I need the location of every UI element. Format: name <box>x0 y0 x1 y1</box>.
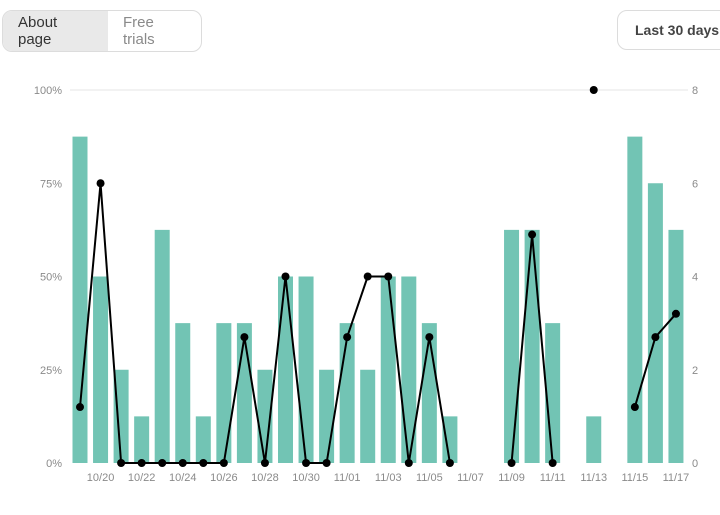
line-point-10-19 <box>76 403 84 412</box>
line-point-11-13 <box>589 86 598 94</box>
bar-10-25 <box>195 416 211 463</box>
bar-11-03 <box>380 276 396 463</box>
x-axis: 10/20 10/22 10/24 10/26 10/28 10/30 11/01 11/03… <box>87 472 690 484</box>
bar-11-15 <box>627 136 643 463</box>
y-right-tick-label: 8 <box>692 85 698 97</box>
date-range-button[interactable]: Last 30 days <box>617 10 720 50</box>
x-tick-label: 10/30 <box>292 472 320 484</box>
line-point-10-26 <box>219 459 228 467</box>
x-tick-label: 11/09 <box>498 472 525 484</box>
bar-series <box>72 136 684 463</box>
line-point-11-04 <box>404 459 413 467</box>
line-point-11-05 <box>425 333 434 342</box>
x-tick-label: 10/24 <box>169 472 197 484</box>
x-tick-label: 10/22 <box>128 472 156 484</box>
x-tick-label: 11/17 <box>663 472 690 484</box>
line-point-10-31 <box>322 459 331 467</box>
x-tick-label: 11/13 <box>580 472 607 484</box>
x-tick-label: 11/15 <box>621 472 648 484</box>
y-left-tick-label: 25% <box>40 365 62 377</box>
bar-11-02 <box>360 369 376 463</box>
bar-10-21 <box>113 369 129 463</box>
line-point-10-22 <box>137 459 146 467</box>
line-point-10-24 <box>178 459 187 467</box>
y-right-tick-label: 4 <box>692 272 698 284</box>
line-point-11-01 <box>343 333 352 342</box>
y-left-tick-label: 100% <box>34 85 62 97</box>
tab-about-page[interactable]: About page <box>3 11 108 51</box>
x-tick-label: 10/20 <box>87 472 115 484</box>
x-tick-label: 11/01 <box>334 472 361 484</box>
bar-11-11 <box>545 323 561 463</box>
y-axis-right: 0 2 4 6 8 <box>692 85 698 470</box>
y-left-tick-label: 75% <box>40 178 62 190</box>
bar-11-01 <box>339 323 355 463</box>
line-point-10-27 <box>240 333 249 342</box>
bar-11-04 <box>401 276 417 463</box>
bar-11-10 <box>524 229 540 463</box>
bar-10-19 <box>72 136 88 463</box>
bar-11-05 <box>421 323 437 463</box>
view-tabs: About page Free trials <box>2 10 202 52</box>
y-left-tick-label: 50% <box>40 272 62 284</box>
line-point-10-30 <box>302 459 311 467</box>
y-right-tick-label: 6 <box>692 178 698 190</box>
line-point-11-06 <box>445 459 454 467</box>
x-tick-label: 11/05 <box>416 472 443 484</box>
bar-11-13 <box>586 416 602 463</box>
line-point-10-25 <box>199 459 208 467</box>
line-point-11-16 <box>651 333 660 342</box>
bar-10-31 <box>319 369 335 463</box>
line-point-11-15 <box>630 403 639 412</box>
line-point-11-09 <box>507 459 516 467</box>
line-point-10-29 <box>281 272 290 281</box>
line-point-11-17 <box>671 309 680 318</box>
y-left-tick-label: 0% <box>46 458 62 470</box>
y-right-tick-label: 2 <box>692 365 698 377</box>
tab-free-trials[interactable]: Free trials <box>123 14 155 48</box>
x-tick-label: 11/03 <box>375 472 402 484</box>
line-point-10-28 <box>260 459 269 467</box>
line-point-10-21 <box>117 459 126 467</box>
x-tick-label: 10/26 <box>210 472 238 484</box>
line-point-10-23 <box>158 459 167 467</box>
line-point-11-03 <box>384 272 393 281</box>
bar-11-06 <box>442 416 458 463</box>
bar-10-20 <box>93 276 109 463</box>
bar-11-17 <box>668 229 684 463</box>
y-axis-left: 0% 25% 50% 75% 100% <box>34 85 62 470</box>
bar-11-09 <box>504 229 520 463</box>
bar-10-30 <box>298 276 314 463</box>
bar-10-23 <box>154 229 170 463</box>
line-point-11-02 <box>363 272 372 281</box>
line-point-10-20 <box>96 179 105 188</box>
y-right-tick-label: 0 <box>692 458 698 470</box>
line-series <box>76 86 680 467</box>
line-point-11-11 <box>548 459 557 467</box>
bar-10-22 <box>134 416 150 463</box>
x-tick-label: 10/28 <box>251 472 279 484</box>
line-point-11-10 <box>528 230 537 239</box>
x-tick-label: 11/07 <box>457 472 484 484</box>
bar-10-24 <box>175 323 191 463</box>
bar-10-26 <box>216 323 232 463</box>
bar-10-27 <box>236 323 252 463</box>
x-tick-label: 11/11 <box>540 472 566 484</box>
bar-11-16 <box>647 183 663 463</box>
bar-10-29 <box>278 276 293 463</box>
